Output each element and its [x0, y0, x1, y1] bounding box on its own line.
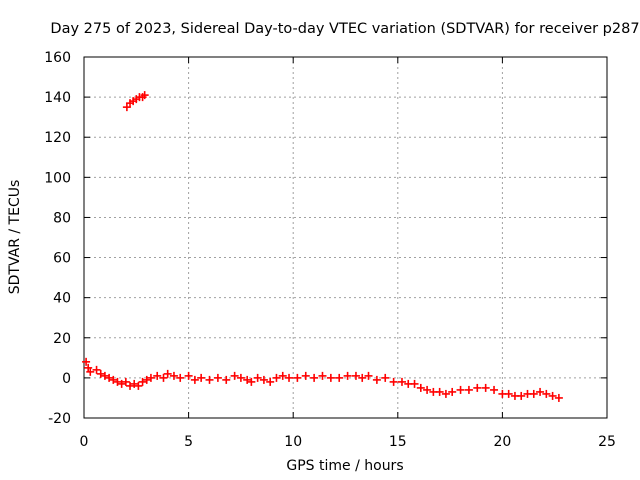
y-tick-label: 80 — [53, 210, 71, 226]
y-tick-label: 160 — [44, 50, 71, 66]
data-point — [456, 385, 465, 394]
data-point — [184, 371, 193, 380]
data-point — [504, 389, 513, 398]
data-point — [464, 385, 473, 394]
data-point — [372, 375, 381, 384]
data-point — [259, 375, 268, 384]
y-tick-label: 60 — [53, 251, 71, 267]
axis-ticks: 0 5 10 15 20 25 -20 0 20 40 60 80 100 120 140 160 — [44, 50, 616, 450]
x-tick-label: 10 — [284, 434, 302, 450]
data-point — [138, 377, 147, 386]
data-point — [140, 91, 149, 100]
data-point — [121, 377, 130, 386]
y-tick-label: 0 — [62, 371, 71, 387]
data-point — [389, 377, 398, 386]
data-point — [222, 375, 231, 384]
data-point — [285, 373, 294, 382]
data-point — [410, 379, 419, 388]
data-point — [92, 365, 101, 374]
data-point — [134, 381, 143, 390]
plot-frame — [83, 56, 608, 419]
data-point — [397, 377, 406, 386]
x-axis-label: GPS time / hours — [286, 458, 403, 474]
data-point — [105, 373, 114, 382]
data-point — [197, 373, 206, 382]
x-tick-label: 25 — [598, 434, 616, 450]
data-point — [536, 387, 545, 396]
data-point — [82, 357, 91, 366]
data-point — [142, 375, 151, 384]
data-point — [153, 371, 162, 380]
x-tick-label: 0 — [80, 434, 89, 450]
data-point — [205, 375, 214, 384]
data-point — [117, 379, 126, 388]
x-tick-label: 15 — [389, 434, 407, 450]
data-point — [130, 379, 139, 388]
data-point — [113, 377, 122, 386]
y-tick-label: 40 — [53, 291, 71, 307]
data-point — [169, 371, 178, 380]
data-point — [247, 377, 256, 386]
data-point — [381, 373, 390, 382]
data-point — [190, 375, 199, 384]
data-point — [326, 373, 335, 382]
data-point — [554, 393, 563, 402]
data-point — [441, 389, 450, 398]
data-point — [96, 369, 105, 378]
data-point — [364, 371, 373, 380]
data-point — [278, 371, 287, 380]
data-point — [109, 375, 118, 384]
data-point — [481, 383, 490, 392]
data-point — [416, 383, 425, 392]
data-point — [272, 373, 281, 382]
x-tick-label: 20 — [493, 434, 511, 450]
data-point — [529, 389, 538, 398]
data-point — [542, 389, 551, 398]
data-point — [448, 387, 457, 396]
data-point — [351, 371, 360, 380]
data-point — [84, 363, 93, 372]
data-point — [230, 371, 239, 380]
data-point — [423, 385, 432, 394]
data-point — [490, 385, 499, 394]
data-point — [253, 373, 262, 382]
chart-title: Day 275 of 2023, Sidereal Day-to-day VTE… — [50, 21, 639, 37]
data-point — [517, 391, 526, 400]
data-point — [293, 373, 302, 382]
data-point — [146, 373, 155, 382]
data-point — [243, 375, 252, 384]
data-point — [301, 371, 310, 380]
data-point — [176, 373, 185, 382]
data-point — [358, 373, 367, 382]
data-point — [86, 367, 95, 376]
y-tick-label: 100 — [44, 170, 71, 186]
y-tick-label: 140 — [44, 90, 71, 106]
y-axis-label: SDTVAR / TECUs — [7, 180, 23, 295]
data-point — [126, 381, 135, 390]
data-point — [122, 103, 131, 112]
grid-lines — [84, 57, 607, 418]
data-points — [82, 91, 563, 402]
data-point — [163, 369, 172, 378]
data-point — [310, 373, 319, 382]
data-point — [236, 373, 245, 382]
data-point — [213, 373, 222, 382]
y-tick-label: 120 — [44, 130, 71, 146]
data-point — [473, 383, 482, 392]
x-tick-label: 5 — [184, 434, 193, 450]
data-point — [266, 377, 275, 386]
data-point — [159, 373, 168, 382]
data-point — [318, 371, 327, 380]
data-point — [100, 371, 109, 380]
data-point — [435, 387, 444, 396]
data-point — [335, 373, 344, 382]
data-point — [343, 371, 352, 380]
y-tick-label: -20 — [48, 411, 71, 427]
data-point — [548, 391, 557, 400]
y-tick-label: 20 — [53, 331, 71, 347]
